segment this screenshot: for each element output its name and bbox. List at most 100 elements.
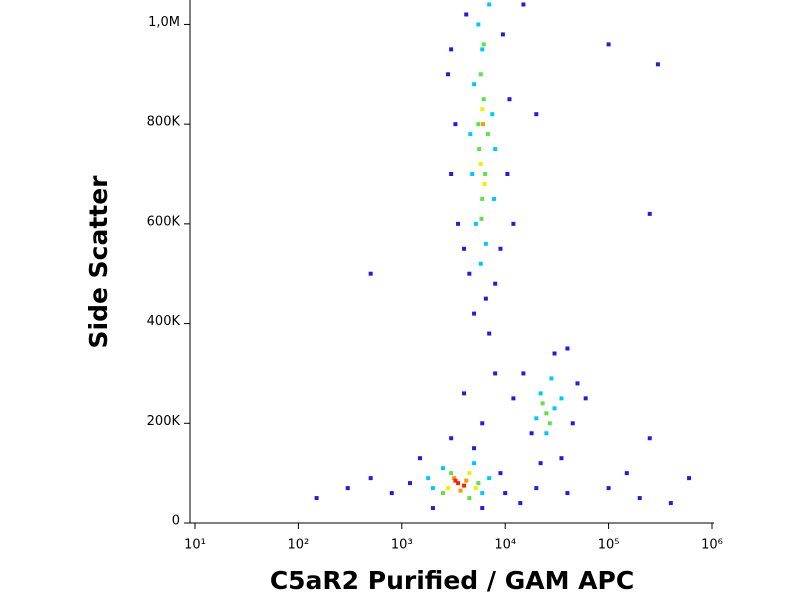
data-point — [490, 112, 495, 117]
data-point — [637, 496, 642, 501]
data-point — [481, 42, 486, 47]
data-point — [446, 486, 451, 491]
data-point — [453, 122, 458, 127]
data-point — [449, 47, 454, 52]
data-point — [472, 82, 477, 87]
data-point — [505, 172, 510, 177]
data-point — [511, 221, 516, 226]
data-point — [549, 376, 554, 381]
data-point — [507, 97, 512, 102]
data-point — [470, 172, 475, 177]
x-tick-label: 10¹ — [184, 538, 206, 553]
y-tick-label: 200K — [147, 414, 181, 429]
data-point — [407, 481, 412, 486]
data-point — [544, 411, 549, 416]
data-point — [462, 246, 467, 251]
data-point — [472, 461, 477, 466]
data-point — [472, 446, 477, 451]
data-point — [480, 506, 485, 511]
data-point — [476, 481, 481, 486]
data-point — [668, 501, 673, 506]
data-point — [493, 281, 498, 286]
data-point — [456, 221, 461, 226]
data-point — [477, 147, 482, 152]
data-point — [483, 241, 488, 246]
data-point — [503, 491, 508, 496]
data-point — [467, 471, 472, 476]
data-point — [483, 296, 488, 301]
data-point — [472, 311, 477, 316]
data-point — [534, 486, 539, 491]
y-axis-title: Side Scatter — [84, 175, 113, 349]
data-point — [565, 346, 570, 351]
data-point — [478, 72, 483, 77]
data-point — [559, 396, 564, 401]
data-point — [467, 496, 472, 501]
data-point — [487, 476, 492, 481]
data-point — [534, 112, 539, 117]
y-tick-label: 1,0M — [148, 15, 180, 30]
data-point — [440, 491, 445, 496]
data-point — [481, 97, 486, 102]
data-point — [521, 371, 526, 376]
data-point — [479, 216, 484, 221]
data-point — [544, 431, 549, 436]
data-point — [559, 456, 564, 461]
data-point — [449, 436, 454, 441]
data-point — [452, 476, 457, 481]
data-point — [521, 2, 526, 7]
data-point — [478, 162, 483, 167]
x-axis-title: C5aR2 Purified / GAM APC — [270, 566, 634, 595]
y-tick-label: 600K — [147, 214, 181, 229]
data-point — [418, 456, 423, 461]
data-point — [547, 421, 552, 426]
data-point — [473, 221, 478, 226]
data-point — [480, 491, 485, 496]
data-point — [473, 486, 478, 491]
data-point — [446, 72, 451, 77]
data-point — [534, 416, 539, 421]
data-point — [480, 47, 485, 52]
data-point — [389, 491, 394, 496]
data-point — [462, 391, 467, 396]
x-tick-label: 10⁵ — [598, 538, 620, 553]
y-tick-label: 400K — [147, 314, 181, 329]
data-point — [647, 211, 652, 216]
data-point — [518, 501, 523, 506]
data-point — [462, 483, 467, 488]
data-point — [468, 132, 473, 137]
x-tick-label: 10² — [288, 538, 310, 553]
data-point — [540, 401, 545, 406]
data-point — [687, 476, 692, 481]
data-point — [606, 486, 611, 491]
data-point — [476, 22, 481, 27]
data-point — [480, 107, 485, 112]
data-point — [498, 471, 503, 476]
data-point — [453, 478, 458, 483]
data-point — [511, 396, 516, 401]
data-point — [492, 196, 497, 201]
x-tick-label: 10⁴ — [494, 538, 516, 553]
data-point — [606, 42, 611, 47]
data-point — [449, 471, 454, 476]
data-point — [487, 331, 492, 336]
data-point — [487, 2, 492, 7]
data-point — [464, 478, 469, 483]
data-point — [485, 132, 490, 137]
data-point — [483, 172, 488, 177]
data-point — [647, 436, 652, 441]
data-point — [430, 506, 435, 511]
data-point — [565, 491, 570, 496]
data-point — [481, 122, 486, 127]
data-point — [570, 421, 575, 426]
data-point — [552, 351, 557, 356]
data-point — [478, 261, 483, 266]
y-tick-label: 0 — [172, 514, 180, 529]
data-point — [552, 406, 557, 411]
data-point — [476, 122, 481, 127]
data-point — [498, 246, 503, 251]
data-point — [500, 32, 505, 37]
x-tick-label: 10³ — [391, 538, 413, 553]
data-point — [575, 381, 580, 386]
data-point — [529, 431, 534, 436]
